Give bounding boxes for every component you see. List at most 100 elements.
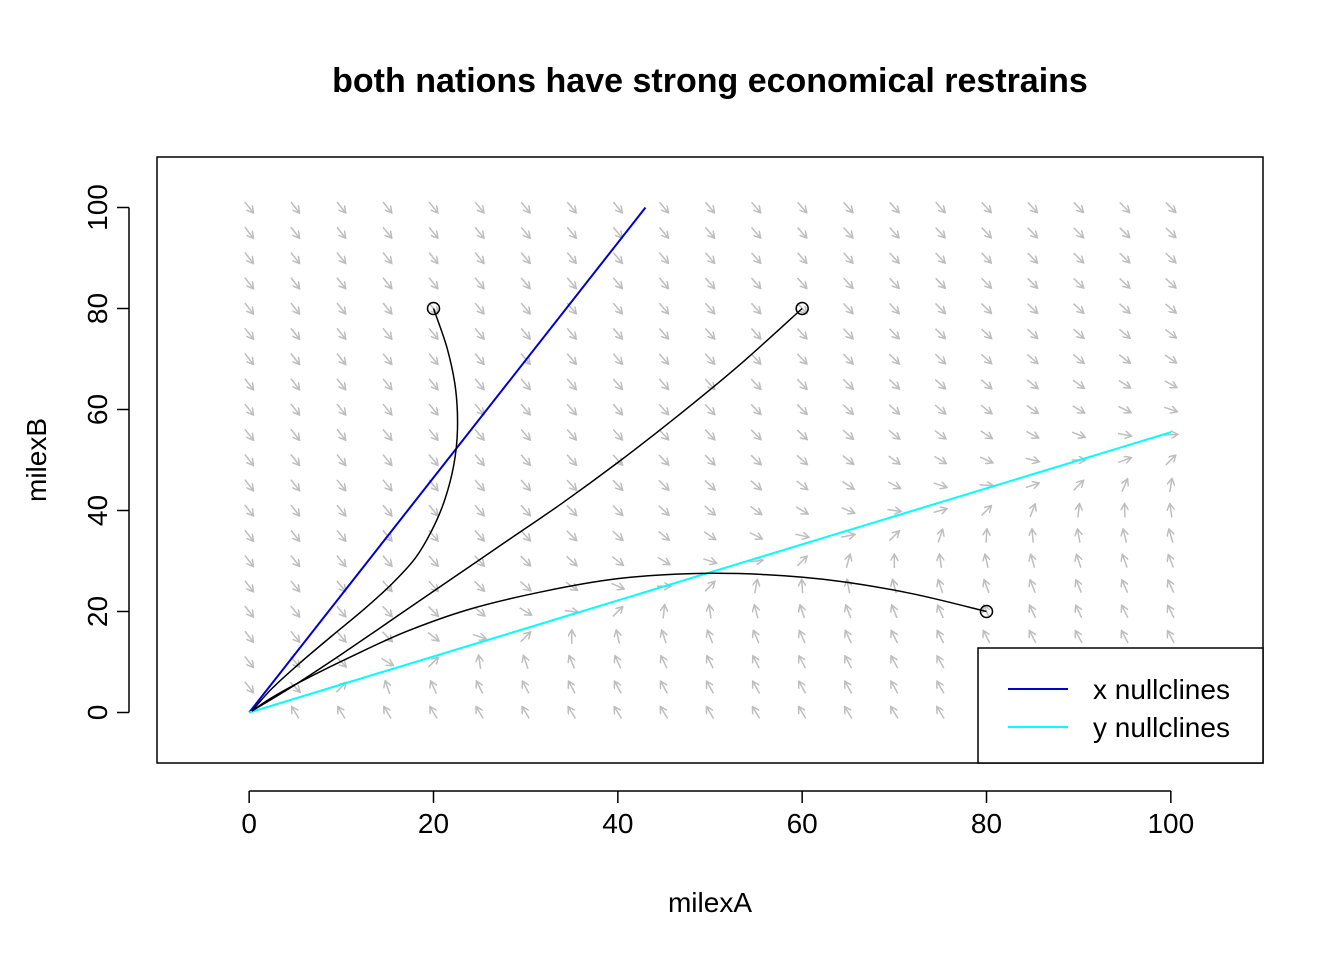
vector-arrow — [842, 404, 853, 415]
vector-arrow — [750, 226, 761, 238]
vector-arrow — [846, 554, 850, 568]
vector-arrow — [431, 681, 437, 694]
vector-arrow — [797, 201, 807, 213]
vector-arrow — [889, 201, 899, 212]
vector-arrow — [704, 277, 714, 289]
trajectory-start-point-2 — [795, 301, 809, 316]
vector-arrow — [1073, 480, 1084, 491]
vector-arrow — [1122, 605, 1129, 619]
vector-arrow — [520, 226, 530, 238]
y-axis: 0 20 40 60 80 100 — [82, 184, 130, 721]
vector-arrow — [566, 555, 577, 565]
vector-arrow — [796, 404, 807, 415]
vector-arrow — [1078, 504, 1080, 518]
vector-arrow — [474, 226, 484, 238]
vector-arrow — [244, 353, 254, 364]
vector-arrow — [428, 657, 439, 668]
vector-arrow — [290, 580, 300, 592]
vector-arrow — [1076, 605, 1083, 619]
vector-arrow — [520, 252, 530, 264]
vector-arrow — [799, 706, 807, 719]
vector-arrow — [1164, 328, 1176, 338]
y-tick-label: 0 — [82, 705, 113, 721]
vector-arrow — [981, 201, 991, 212]
vector-arrow — [290, 630, 300, 642]
vector-arrow — [382, 378, 392, 390]
vector-arrow — [244, 630, 254, 642]
vector-arrow — [290, 555, 300, 567]
vector-arrow — [841, 534, 855, 537]
vector-arrow — [796, 429, 807, 440]
vector-arrow — [1073, 277, 1084, 288]
vector-arrow — [1122, 554, 1127, 568]
vector-arrow — [612, 378, 622, 390]
vector-arrow — [842, 429, 853, 439]
vector-arrow — [889, 252, 899, 263]
vector-arrow — [244, 327, 254, 339]
vector-arrow — [1072, 405, 1085, 413]
vector-arrow — [887, 510, 901, 512]
vector-arrow — [520, 201, 530, 213]
vector-arrow — [800, 605, 804, 619]
vector-arrow — [891, 681, 899, 694]
vector-arrow — [519, 581, 530, 591]
vector-arrow — [520, 479, 530, 490]
vector-arrow — [749, 560, 763, 562]
vector-arrow — [979, 457, 993, 463]
vector-arrow — [658, 353, 668, 365]
vector-arrow — [842, 277, 853, 288]
vector-arrow — [566, 252, 576, 264]
vector-arrow — [663, 605, 665, 619]
vector-arrow — [476, 706, 484, 719]
vector-arrow — [611, 556, 623, 566]
vector-arrow — [703, 559, 716, 563]
vector-arrow — [336, 428, 346, 440]
vector-arrow — [290, 428, 300, 440]
vector-arrow — [660, 706, 669, 719]
vector-arrow — [981, 277, 992, 288]
vector-arrow — [566, 403, 576, 415]
vector-arrow — [1168, 554, 1173, 568]
vector-arrow — [290, 327, 300, 339]
vector-arrow — [750, 454, 761, 465]
vector-arrow — [1122, 479, 1128, 492]
vector-arrow — [752, 706, 761, 719]
vector-arrow — [566, 353, 576, 365]
vector-arrow — [1118, 405, 1131, 412]
y-tick-label: 100 — [82, 184, 113, 231]
vector-arrow — [612, 479, 623, 490]
y-tick-label: 80 — [82, 293, 113, 324]
vector-arrow — [1030, 504, 1035, 518]
vector-arrow — [382, 353, 392, 365]
vector-arrow — [707, 630, 712, 644]
vector-arrow — [614, 706, 623, 719]
vector-arrow — [292, 706, 300, 719]
vector-arrow — [845, 681, 853, 694]
y-tick-label: 40 — [82, 495, 113, 526]
vector-arrow — [381, 657, 393, 665]
vector-arrow — [703, 531, 716, 540]
vector-arrow — [935, 227, 945, 238]
vector-arrow — [244, 403, 254, 415]
x-tick-label: 100 — [1147, 808, 1194, 839]
vector-arrow — [891, 656, 899, 669]
vector-arrow — [612, 505, 623, 516]
vector-arrow — [244, 428, 254, 440]
vector-arrow — [661, 656, 668, 669]
vector-arrow — [336, 353, 346, 365]
vector-arrow — [336, 631, 346, 642]
vector-arrow — [612, 277, 622, 289]
vector-arrow — [1073, 227, 1084, 238]
vector-arrow — [568, 706, 576, 719]
vector-arrow — [520, 454, 530, 466]
vector-arrow — [1027, 201, 1038, 212]
trajectory-line-3 — [251, 572, 987, 712]
vector-arrow — [938, 580, 942, 594]
vector-arrow — [244, 580, 254, 592]
vector-arrow — [474, 327, 484, 339]
vector-arrow — [1072, 328, 1083, 338]
vector-arrow — [1165, 252, 1176, 263]
vector-arrow — [474, 479, 484, 491]
vector-arrow — [658, 530, 669, 540]
vector-arrow — [796, 226, 807, 238]
